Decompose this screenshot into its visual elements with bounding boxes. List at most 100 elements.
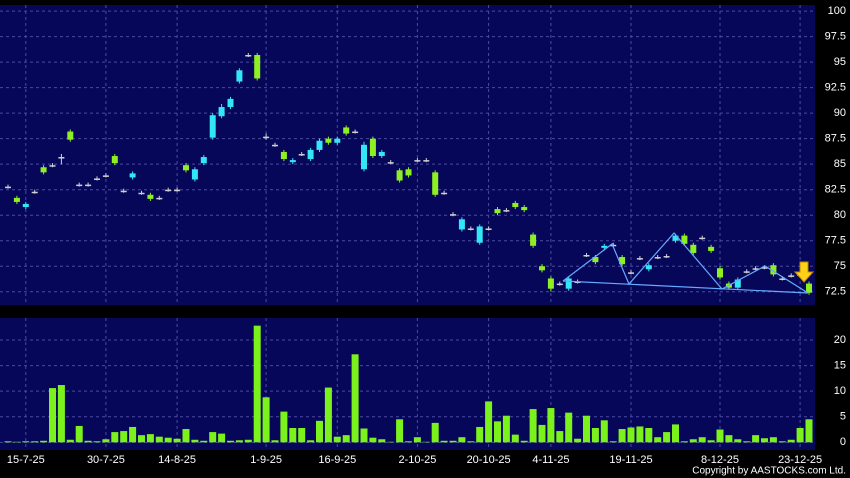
volume-bar	[227, 440, 234, 443]
y-tick-label: 77.5	[825, 235, 846, 247]
volume-bar	[529, 409, 537, 443]
y-tick-label: 5	[840, 411, 846, 423]
candle-body	[272, 144, 278, 147]
volume-bar	[324, 387, 332, 443]
candle-body	[592, 257, 599, 263]
volume-bar	[743, 441, 751, 443]
candle-body	[654, 257, 661, 259]
candle-body	[467, 228, 474, 230]
candle-body	[165, 189, 172, 192]
x-tick-label: 8-12-25	[701, 454, 739, 466]
volume-bar	[663, 432, 671, 443]
volume-bar	[138, 435, 145, 443]
candle-body	[806, 283, 812, 293]
candle-body	[628, 272, 634, 274]
candle-body	[298, 153, 305, 156]
candle-body	[387, 162, 394, 164]
candle-body	[601, 245, 608, 248]
y-tick-label: 75	[834, 260, 846, 272]
x-tick-label: 1-9-25	[250, 454, 282, 466]
copyright: Copyright by AASTOCKS.com Ltd.	[692, 466, 846, 477]
candle-body	[503, 210, 510, 212]
candle-body	[111, 156, 118, 164]
candle-body	[289, 160, 296, 163]
volume-bar	[413, 437, 421, 443]
candle-body	[263, 136, 270, 139]
volume-bar	[200, 440, 208, 443]
volume-bar	[244, 439, 252, 443]
candle-body	[396, 170, 403, 181]
volume-bar	[538, 424, 546, 443]
candle-body	[40, 167, 47, 173]
y-tick-label: 97.5	[825, 31, 846, 43]
candle-body	[743, 271, 750, 273]
candle-body	[209, 115, 216, 138]
candle-body	[663, 256, 670, 258]
candle-body	[770, 265, 777, 275]
volume-bar	[84, 440, 92, 443]
volume-bar	[235, 440, 243, 443]
volume-bar	[556, 431, 564, 443]
volume-bar	[405, 441, 412, 443]
y-tick-label: 90	[834, 107, 846, 119]
y-tick-label: 100	[828, 5, 846, 17]
volume-bar	[218, 433, 226, 443]
volume-bar	[280, 411, 288, 443]
candle-body	[699, 237, 706, 240]
candle-body	[361, 144, 367, 170]
volume-bar	[725, 435, 733, 443]
volume-bar	[627, 427, 635, 443]
volume-bar	[431, 422, 439, 443]
volume-bar	[654, 437, 662, 443]
volume-bar	[40, 440, 48, 443]
candle-body	[441, 192, 448, 195]
y-tick-label: 10	[834, 385, 846, 397]
candle-body	[174, 189, 181, 192]
volume-bar	[422, 441, 430, 443]
volume-bar	[618, 429, 626, 443]
candle-body	[752, 268, 759, 270]
candle-body	[423, 160, 430, 162]
volume-bar	[57, 385, 65, 443]
candle-body	[280, 151, 287, 160]
volume-bar	[66, 439, 74, 443]
volume-bar	[485, 401, 493, 443]
volume-bar	[502, 415, 510, 443]
volume-bar	[645, 428, 653, 443]
candle-body	[94, 178, 100, 180]
volume-bar	[31, 441, 39, 443]
candle-body	[236, 70, 243, 82]
candle-body	[672, 235, 679, 241]
volume-bar	[129, 426, 137, 443]
candle-body	[636, 258, 643, 260]
candle-body	[138, 192, 145, 195]
candle-body	[218, 107, 225, 117]
candle-body	[49, 165, 56, 167]
volume-bar	[262, 397, 270, 443]
y-tick-label: 0	[840, 436, 846, 448]
candle-body	[414, 160, 421, 162]
volume-bar	[155, 436, 163, 443]
candle-body	[405, 169, 412, 176]
volume-bar	[689, 439, 697, 443]
candle-body	[129, 173, 136, 178]
volume-bar	[583, 415, 590, 443]
volume-bar	[805, 419, 813, 443]
volume-bar	[333, 436, 341, 443]
candle-body	[779, 278, 786, 280]
candle-body	[22, 203, 29, 208]
volume-bar	[360, 428, 368, 443]
volume-bar	[146, 434, 154, 443]
volume-bar	[307, 440, 315, 443]
x-tick-label: 23-12-25	[778, 454, 822, 466]
candle-body	[547, 278, 554, 289]
candle-body	[485, 228, 492, 230]
volume-bar	[600, 420, 608, 443]
volume-bar	[565, 412, 573, 443]
candle-body	[690, 244, 697, 253]
volume-bar	[164, 437, 172, 443]
x-tick-label: 15-7-25	[7, 454, 45, 466]
candle-body	[58, 157, 65, 159]
pattern-line	[562, 280, 809, 294]
